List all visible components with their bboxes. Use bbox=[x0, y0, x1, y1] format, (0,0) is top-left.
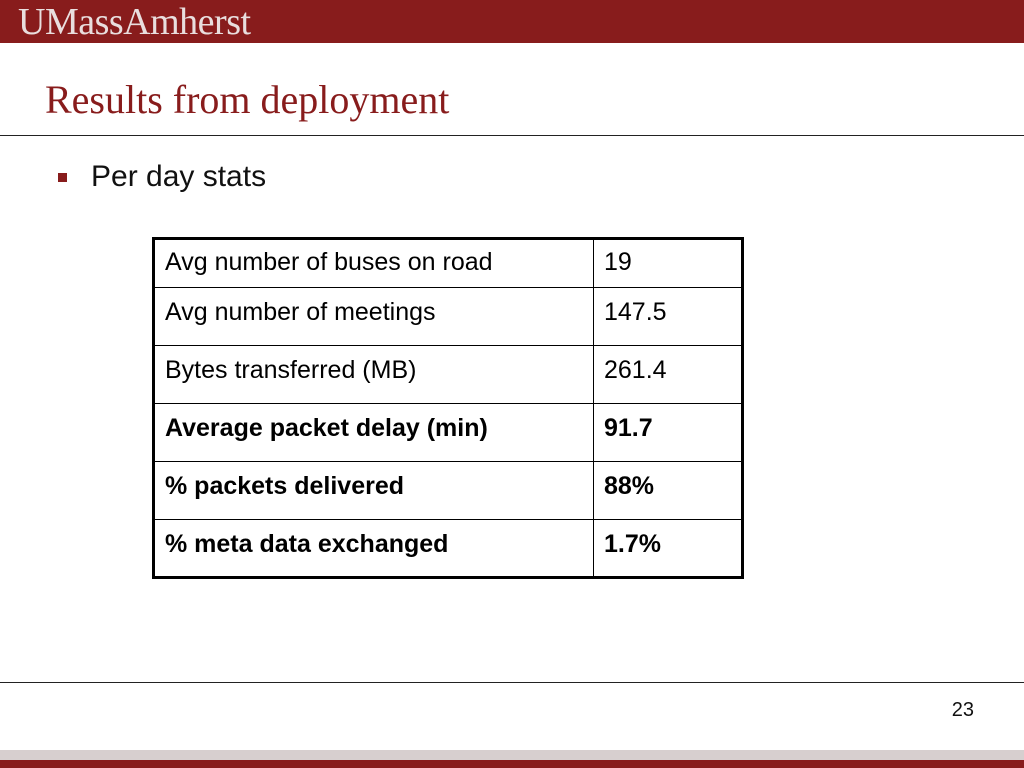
row-value: 1.7% bbox=[593, 519, 743, 578]
bullet-item: Per day stats bbox=[58, 158, 266, 196]
table-row: Avg number of meetings 147.5 bbox=[153, 287, 743, 346]
row-label: % packets delivered bbox=[153, 461, 594, 520]
footer-band-gray bbox=[0, 750, 1024, 760]
umass-amherst-logo: UMassAmherst bbox=[18, 1, 251, 43]
row-value: 91.7 bbox=[593, 403, 743, 462]
table-row: % packets delivered 88% bbox=[153, 461, 743, 520]
row-label: Bytes transferred (MB) bbox=[153, 345, 594, 404]
page-number: 23 bbox=[951, 699, 974, 721]
table-row: Avg number of buses on road 19 bbox=[153, 238, 743, 288]
footer-band-maroon bbox=[0, 760, 1024, 768]
bullet-text: Per day stats bbox=[91, 160, 267, 193]
table-row: % meta data exchanged 1.7% bbox=[153, 519, 743, 578]
row-label: % meta data exchanged bbox=[153, 519, 594, 578]
slide-title: Results from deployment bbox=[45, 77, 450, 122]
title-divider bbox=[0, 135, 1024, 136]
footer-divider bbox=[0, 682, 1024, 683]
row-label: Avg number of buses on road bbox=[153, 238, 594, 288]
stats-table: Avg number of buses on road 19 Avg numbe… bbox=[152, 237, 744, 579]
header-bar: UMassAmherst bbox=[0, 0, 1024, 43]
row-label: Avg number of meetings bbox=[153, 287, 594, 346]
square-bullet-icon bbox=[58, 172, 67, 182]
row-label: Average packet delay (min) bbox=[153, 403, 594, 462]
table-row: Bytes transferred (MB) 261.4 bbox=[153, 345, 743, 404]
table-row: Average packet delay (min) 91.7 bbox=[153, 403, 743, 462]
row-value: 261.4 bbox=[593, 345, 743, 404]
row-value: 19 bbox=[593, 238, 743, 288]
row-value: 147.5 bbox=[593, 287, 743, 346]
row-value: 88% bbox=[593, 461, 743, 520]
